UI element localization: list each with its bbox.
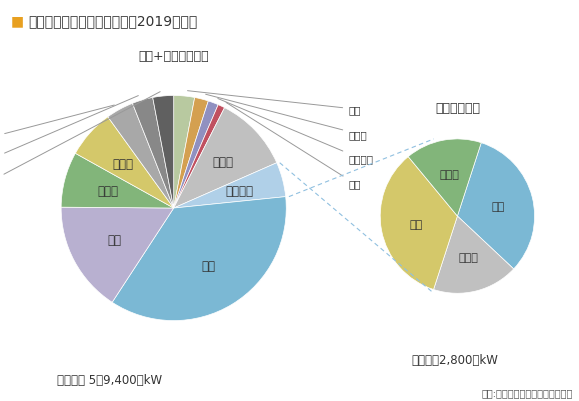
- Text: スペイン: スペイン: [0, 106, 114, 144]
- Wedge shape: [112, 197, 286, 321]
- Text: 出典:世界再生可能エネルギー機関: 出典:世界再生可能エネルギー機関: [482, 387, 573, 397]
- Text: 英国: 英国: [409, 219, 422, 229]
- Wedge shape: [108, 104, 174, 209]
- Text: 米国: 米国: [107, 234, 121, 247]
- Wedge shape: [174, 98, 208, 209]
- Title: 洋上風力設備: 洋上風力設備: [435, 102, 480, 115]
- Wedge shape: [174, 163, 285, 209]
- Text: イタリア: イタリア: [218, 99, 373, 164]
- Wedge shape: [457, 143, 534, 269]
- Text: その他: その他: [212, 156, 233, 169]
- Wedge shape: [75, 117, 174, 209]
- Text: インド: インド: [113, 157, 134, 170]
- Text: 英国: 英国: [188, 91, 361, 115]
- Text: カナダ: カナダ: [206, 95, 367, 140]
- Wedge shape: [174, 108, 277, 209]
- Text: ■: ■: [10, 14, 24, 28]
- Wedge shape: [408, 140, 481, 217]
- Text: その他: その他: [458, 253, 478, 263]
- Text: 世界の風力発電設備導入量（2019年末）: 世界の風力発電設備導入量（2019年末）: [28, 14, 197, 28]
- Text: ブラジル: ブラジル: [0, 93, 160, 189]
- Wedge shape: [174, 105, 225, 209]
- Text: ドイツ: ドイツ: [98, 185, 119, 198]
- Text: ドイツ: ドイツ: [439, 170, 459, 180]
- Text: 洋上風力: 洋上風力: [225, 185, 253, 198]
- Text: 陸上風力 5億9,400万kW: 陸上風力 5億9,400万kW: [57, 373, 163, 386]
- Wedge shape: [380, 157, 457, 290]
- Wedge shape: [174, 96, 195, 209]
- Text: 中国: 中国: [492, 201, 505, 211]
- Text: 洋上風力2,800万kW: 洋上風力2,800万kW: [411, 353, 498, 366]
- Wedge shape: [61, 154, 174, 209]
- Wedge shape: [61, 208, 174, 302]
- Title: 陸上+洋上風力設備: 陸上+洋上風力設備: [138, 50, 209, 63]
- Wedge shape: [133, 98, 174, 209]
- Text: 中国: 中国: [202, 259, 216, 273]
- Wedge shape: [174, 102, 218, 209]
- Text: 日本: 日本: [226, 103, 361, 189]
- Wedge shape: [153, 96, 174, 209]
- Wedge shape: [434, 217, 514, 294]
- Text: フランス: フランス: [0, 96, 138, 166]
